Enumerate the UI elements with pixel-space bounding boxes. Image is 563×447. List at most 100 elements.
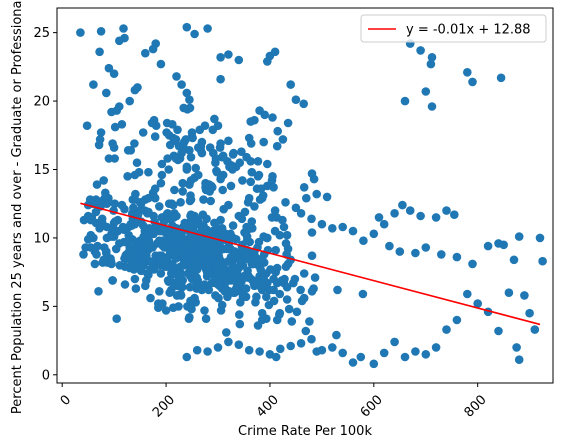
data-point xyxy=(122,250,131,259)
data-point xyxy=(148,258,157,267)
data-point xyxy=(428,102,437,111)
data-point xyxy=(111,123,120,132)
data-point xyxy=(95,48,104,57)
data-point xyxy=(273,127,282,136)
data-point xyxy=(229,221,238,230)
data-point xyxy=(164,165,173,174)
data-point xyxy=(84,235,93,244)
data-point xyxy=(283,295,292,304)
data-point xyxy=(209,149,218,158)
data-point xyxy=(235,212,244,221)
data-point xyxy=(79,250,88,259)
data-point xyxy=(172,154,181,163)
data-point xyxy=(286,80,295,89)
data-point xyxy=(83,121,92,130)
data-point xyxy=(279,135,288,144)
data-point xyxy=(380,349,389,358)
data-point xyxy=(282,262,291,271)
data-point xyxy=(284,119,293,128)
data-point xyxy=(186,283,195,292)
data-point xyxy=(299,100,308,109)
data-point xyxy=(131,171,140,180)
data-point xyxy=(338,349,347,358)
data-point xyxy=(151,194,160,203)
data-point xyxy=(189,251,198,260)
data-point xyxy=(512,343,521,352)
data-point xyxy=(151,184,160,193)
data-point xyxy=(217,227,226,236)
data-point xyxy=(169,134,178,143)
data-point xyxy=(398,201,407,210)
data-point xyxy=(463,68,472,77)
data-point xyxy=(242,227,251,236)
data-point xyxy=(271,48,280,57)
x-tick-label: 600 xyxy=(358,392,386,420)
data-point xyxy=(442,206,451,215)
x-tick-label: 0 xyxy=(58,392,74,408)
data-point xyxy=(273,142,282,151)
y-tick-label: 10 xyxy=(33,231,50,246)
data-point xyxy=(183,23,192,32)
data-point xyxy=(108,139,117,148)
data-point xyxy=(143,269,152,278)
data-point xyxy=(244,198,253,207)
data-point xyxy=(272,353,281,362)
data-point xyxy=(139,128,148,137)
data-point xyxy=(406,206,415,215)
data-point xyxy=(291,275,300,284)
data-point xyxy=(187,176,196,185)
data-point xyxy=(188,267,197,276)
data-point xyxy=(300,183,309,192)
data-point xyxy=(177,80,186,89)
data-point xyxy=(432,213,441,222)
data-point xyxy=(103,199,112,208)
data-point xyxy=(258,309,267,318)
data-point xyxy=(531,325,540,334)
data-point xyxy=(187,210,196,219)
data-point xyxy=(199,195,208,204)
data-point xyxy=(494,239,503,248)
data-point xyxy=(144,208,153,217)
data-point xyxy=(283,283,292,292)
data-point xyxy=(108,232,117,241)
data-point xyxy=(323,193,332,202)
data-point xyxy=(224,137,233,146)
data-point xyxy=(178,187,187,196)
data-point xyxy=(416,212,425,221)
y-tick-label: 5 xyxy=(42,300,50,315)
data-point xyxy=(193,346,202,355)
data-point xyxy=(174,268,183,277)
data-point xyxy=(300,269,309,278)
data-point xyxy=(328,224,337,233)
data-point xyxy=(308,251,317,260)
data-point xyxy=(168,120,177,129)
data-point xyxy=(235,310,244,319)
data-point xyxy=(312,190,321,199)
data-point xyxy=(213,265,222,274)
data-point xyxy=(155,287,164,296)
data-point xyxy=(188,238,197,247)
data-point xyxy=(201,121,210,130)
data-point xyxy=(302,327,311,336)
data-point xyxy=(149,228,158,237)
data-point xyxy=(276,290,285,299)
data-point xyxy=(349,358,358,367)
data-point xyxy=(125,97,134,106)
data-point xyxy=(158,299,167,308)
data-point xyxy=(108,276,117,285)
data-point xyxy=(332,331,341,340)
data-point xyxy=(308,228,317,237)
data-point xyxy=(245,346,254,355)
data-point xyxy=(185,313,194,322)
data-point xyxy=(157,254,166,263)
data-point xyxy=(308,169,317,178)
data-point xyxy=(188,128,197,137)
data-point xyxy=(411,347,420,356)
data-point xyxy=(210,219,219,228)
data-point xyxy=(116,261,125,270)
x-tick-label: 200 xyxy=(150,392,178,420)
data-point xyxy=(296,286,305,295)
data-point xyxy=(302,194,311,203)
data-point xyxy=(494,327,503,336)
data-point xyxy=(259,138,268,147)
